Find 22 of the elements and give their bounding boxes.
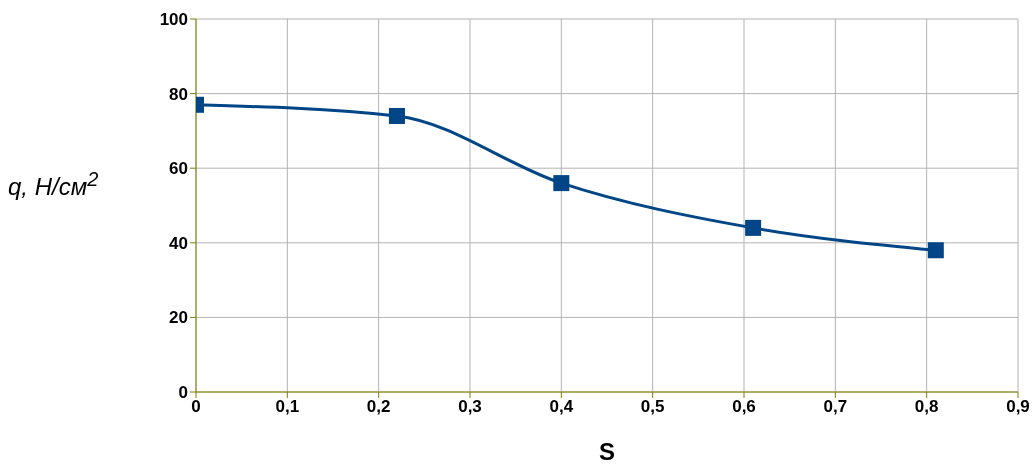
y-tick-label: 60 (169, 159, 188, 179)
y-tick-label: 0 (178, 383, 188, 403)
x-tick-label: 0,4 (549, 397, 574, 417)
x-tick-label: 0,5 (640, 397, 665, 417)
x-tick-label: 0,7 (823, 397, 848, 417)
x-tick-label: 0,3 (458, 397, 482, 417)
x-tick-label: 0 (191, 397, 201, 417)
x-tick-label: 0,2 (366, 397, 391, 417)
y-tick-label: 80 (169, 84, 188, 104)
point (745, 219, 762, 236)
point (927, 242, 944, 259)
x-tick-label: 0,8 (914, 397, 939, 417)
y-tick-label: 40 (169, 233, 188, 253)
x-axis-title: S (598, 438, 616, 464)
x-tick-label: 0,6 (732, 397, 756, 417)
point (388, 107, 405, 124)
x-tick-label: 0,1 (275, 397, 300, 417)
y-tick-label: 20 (169, 308, 188, 328)
y-tick-label: 100 (159, 10, 188, 30)
x-tick-label: 0,9 (1006, 397, 1030, 417)
point (553, 175, 570, 192)
y-axis-title: q, Н/см$^{2}$ (8, 168, 99, 201)
